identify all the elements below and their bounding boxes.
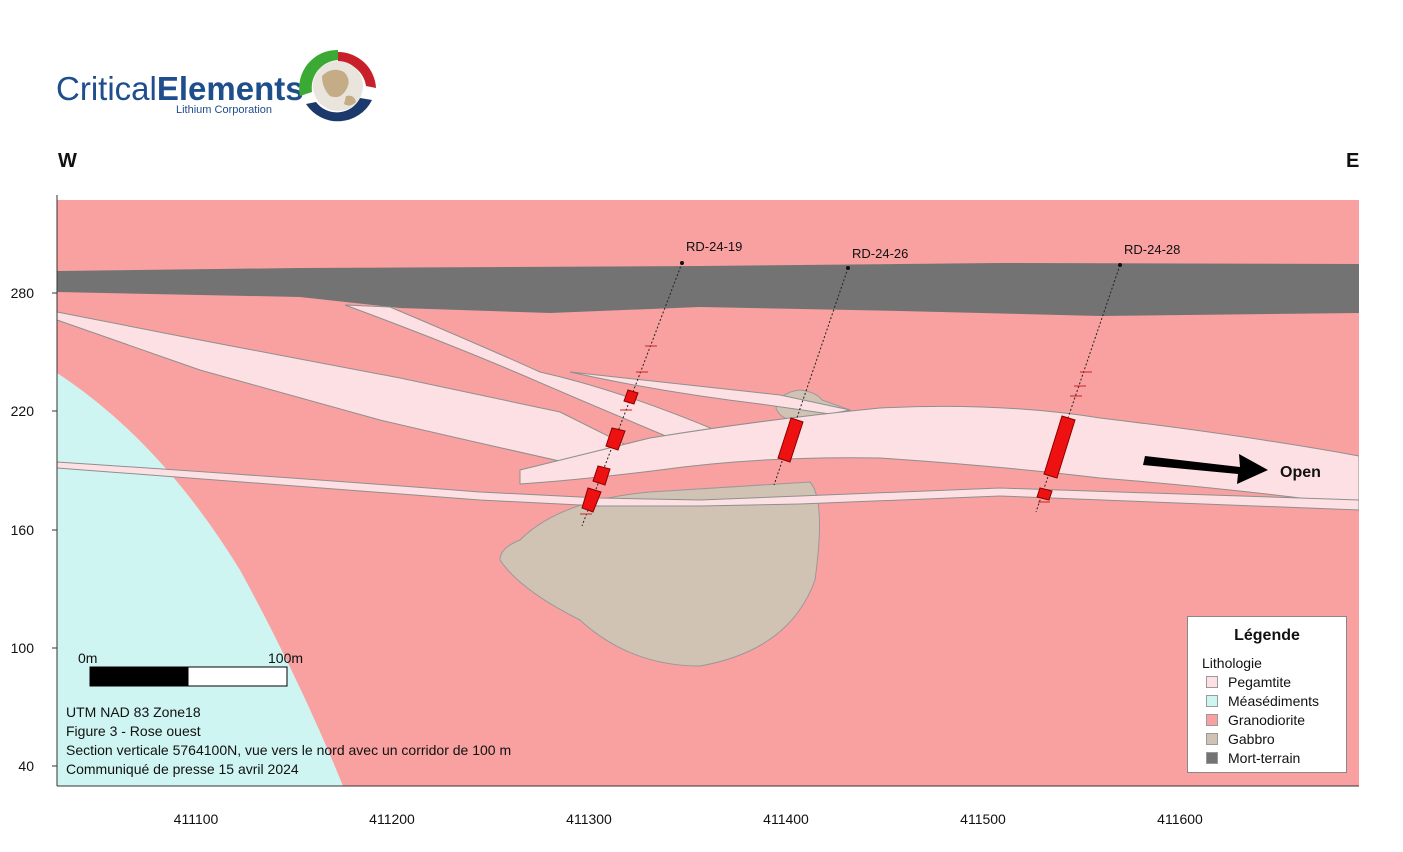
open-arrow-icon — [1143, 454, 1268, 484]
legend-item-metasediments: Méasédiments — [1206, 692, 1319, 710]
logo-tagline: Lithium Corporation — [176, 104, 272, 116]
scale-end-label: 100m — [268, 650, 303, 666]
legend-item-pegmatite: Pegamtite — [1206, 673, 1291, 691]
gabbro-body — [499, 481, 820, 667]
legend-swatch — [1206, 752, 1218, 764]
y-tick-label: 220 — [11, 403, 35, 419]
x-tick-label: 411200 — [369, 811, 415, 827]
logo-brand-critical: Critical — [56, 70, 157, 107]
critical-elements-logo: CriticalElements Lithium Corporation — [56, 49, 376, 122]
y-ticks — [52, 292, 57, 767]
info-line-section: Section verticale 5764100N, vue vers le … — [66, 742, 512, 758]
intercepts — [581, 389, 1076, 513]
y-tick-label: 280 — [11, 285, 35, 301]
x-tick-label: 411300 — [566, 811, 612, 827]
scale-start-label: 0m — [78, 650, 97, 666]
svg-text:CriticalElements: CriticalElements — [56, 70, 304, 107]
x-tick-label: 411500 — [960, 811, 1006, 827]
y-tick-label: 160 — [11, 522, 35, 538]
legend-subtitle: Lithologie — [1202, 655, 1262, 671]
x-tick-label: 411100 — [174, 811, 219, 827]
legend-item-overburden: Mort-terrain — [1206, 749, 1300, 767]
west-label: W — [58, 150, 77, 172]
info-line-release: Communiqué de presse 15 avril 2024 — [66, 761, 299, 777]
scale-bar: 0m 100m — [78, 650, 303, 687]
legend-item-granodiorite: Granodiorite — [1206, 711, 1305, 729]
legend-title: Légende — [1234, 627, 1300, 644]
legend-swatch — [1206, 676, 1218, 688]
x-tick-label: 411400 — [763, 811, 809, 827]
logo-brand-elements: Elements — [157, 70, 304, 107]
x-tick-label: 411600 — [1157, 811, 1203, 827]
overburden-layer — [57, 263, 1359, 316]
globe-icon — [299, 49, 376, 122]
legend-swatch — [1206, 733, 1218, 745]
collars — [680, 261, 1122, 270]
legend-item-label: Granodiorite — [1228, 712, 1306, 728]
y-tick-labels: 280 220 160 100 40 — [11, 285, 35, 774]
legend-item-label: Pegamtite — [1228, 674, 1292, 690]
legend-item-label: Méasédiments — [1228, 693, 1320, 709]
y-tick-label: 100 — [11, 640, 35, 656]
legend-swatch — [1206, 714, 1218, 726]
info-line-figure: Figure 3 - Rose ouest — [66, 723, 201, 739]
pegmatite-dykes — [57, 304, 1359, 511]
legend-swatch — [1206, 695, 1218, 707]
y-tick-label: 40 — [18, 758, 34, 774]
legend: Légende Lithologie Pegamtite Méasédiment… — [1187, 616, 1347, 773]
open-label: Open — [1280, 464, 1321, 481]
legend-item-label: Mort-terrain — [1228, 750, 1301, 766]
east-label: E — [1346, 150, 1360, 172]
sample-ticks — [580, 345, 1092, 515]
drillhole-label-rd-24-26: RD-24-26 — [852, 246, 908, 261]
info-line-crs: UTM NAD 83 Zone18 — [66, 704, 201, 720]
legend-item-gabbro: Gabbro — [1206, 730, 1275, 748]
drillhole-label-rd-24-19: RD-24-19 — [686, 239, 742, 254]
legend-item-label: Gabbro — [1228, 731, 1275, 747]
x-tick-labels: 411100 411200 411300 411400 411500 41160… — [174, 811, 1203, 827]
drillhole-label-rd-24-28: RD-24-28 — [1124, 242, 1180, 257]
